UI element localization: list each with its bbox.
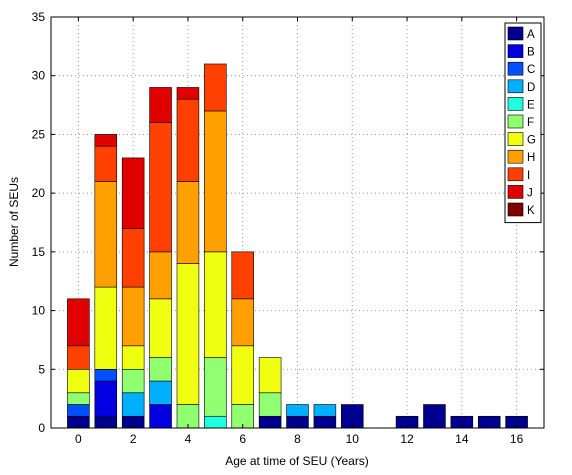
x-tick-label: 6	[239, 432, 246, 446]
legend-label-A: A	[527, 29, 535, 41]
legend-swatch-C	[507, 61, 524, 76]
x-tick-label: 10	[346, 432, 360, 446]
bar-segment-H	[94, 181, 118, 288]
bar-segment-J	[176, 87, 200, 100]
bar-segment-J	[121, 157, 145, 229]
legend-label-E: E	[527, 99, 535, 111]
legend-swatch-D	[507, 79, 524, 94]
bar-segment-A	[94, 415, 118, 429]
legend-label-F: F	[527, 117, 534, 129]
bar-segment-H	[176, 181, 200, 264]
bar-segment-A	[423, 404, 446, 429]
legend-swatch-B	[507, 44, 524, 58]
bar-segment-G	[176, 263, 200, 405]
bar-segment-H	[231, 298, 254, 347]
legend-label-K: K	[527, 205, 535, 217]
bar-segment-A	[258, 415, 282, 429]
x-tick-label: 2	[130, 432, 137, 446]
bar-segment-G	[67, 368, 90, 394]
legend-label-G: G	[527, 135, 536, 147]
x-tick-label: 16	[510, 432, 524, 446]
legend-swatch-H	[507, 149, 524, 164]
bar-segment-G	[231, 345, 254, 405]
bar-segment-D	[313, 404, 337, 417]
legend-swatch-I	[507, 167, 524, 182]
bar-segment-F	[149, 357, 172, 382]
x-tick-label: 12	[400, 432, 414, 446]
bar-segment-G	[94, 286, 118, 370]
bar-segment-E	[204, 415, 227, 429]
bars	[67, 63, 528, 429]
legend-swatch-K	[507, 202, 524, 217]
bar-segment-D	[149, 380, 172, 405]
bar-segment-G	[121, 345, 145, 370]
bar-segment-D	[286, 404, 309, 417]
legend-label-B: B	[527, 47, 535, 59]
bar-segment-F	[258, 392, 282, 417]
bar-segment-G	[204, 251, 227, 358]
bar-segment-C	[67, 404, 90, 417]
bar-segment-I	[231, 251, 254, 300]
bar-segment-C	[94, 368, 118, 382]
legend-swatch-A	[507, 26, 524, 41]
axis-ticks: 0 2 4 6 8 10 12 14 16 0 5 10 15 20 25 30 35	[32, 10, 544, 446]
y-tick-label: 0	[38, 421, 45, 435]
legend-label-J: J	[527, 187, 533, 199]
x-tick-label: 14	[455, 432, 469, 446]
legend-label-I: I	[527, 170, 530, 182]
bar-segment-J	[149, 87, 172, 123]
bar-segment-I	[94, 145, 118, 182]
bar-segment-J	[94, 134, 118, 147]
bar-segment-H	[149, 251, 172, 300]
bar-segment-A	[313, 415, 337, 429]
legend-label-C: C	[527, 64, 535, 76]
bar-segment-G	[258, 357, 282, 394]
bar-segment-A	[477, 415, 501, 429]
bar-segment-F	[67, 392, 90, 405]
x-tick-label: 8	[294, 432, 301, 446]
y-axis-label: Number of SEUs	[7, 177, 21, 267]
y-tick-label: 15	[32, 245, 46, 259]
bar-segment-I	[176, 98, 200, 182]
legend-swatch-J	[507, 185, 524, 199]
legend-swatch-E	[507, 97, 524, 111]
y-tick-label: 10	[32, 304, 46, 318]
legend-swatch-G	[507, 132, 524, 146]
x-axis-label: Age at time of SEU (Years)	[225, 454, 369, 468]
bar-segment-G	[149, 298, 172, 358]
bar-segment-B	[149, 404, 172, 429]
bar-segment-H	[204, 110, 227, 253]
x-tick-label: 0	[75, 432, 82, 446]
bar-segment-I	[67, 345, 90, 370]
bar-segment-I	[149, 122, 172, 253]
bar-segment-B	[94, 380, 118, 417]
bar-segment-J	[67, 298, 90, 347]
bar-segment-F	[121, 368, 145, 394]
y-tick-label: 25	[32, 127, 46, 141]
legend-label-H: H	[527, 152, 535, 164]
y-tick-label: 30	[32, 69, 46, 83]
bar-segment-H	[121, 286, 145, 347]
legend-swatch-F	[507, 114, 524, 129]
bar-segment-F	[204, 357, 227, 417]
legend-label-D: D	[527, 82, 535, 94]
bar-segment-I	[121, 228, 145, 288]
x-tick-label: 4	[185, 432, 192, 446]
y-tick-label: 35	[32, 10, 46, 24]
y-tick-label: 5	[38, 362, 45, 376]
y-tick-label: 20	[32, 186, 46, 200]
bar-segment-I	[204, 63, 227, 112]
bar-segment-D	[121, 392, 145, 417]
